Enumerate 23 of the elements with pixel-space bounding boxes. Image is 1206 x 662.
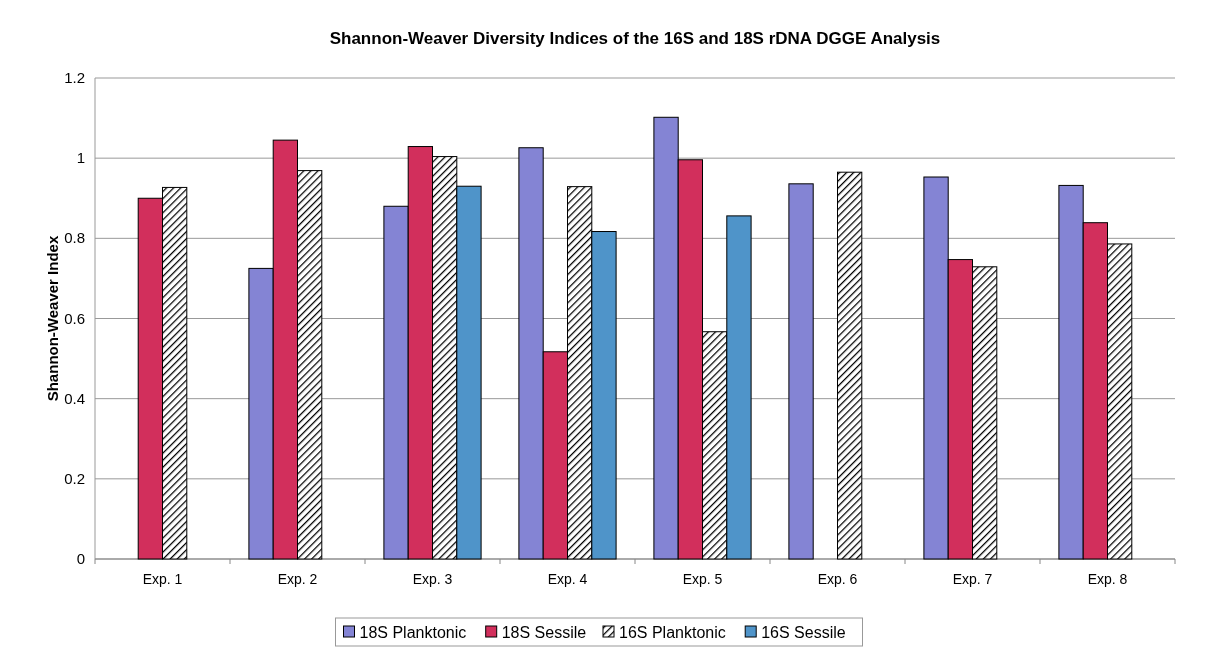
bar [788,183,814,560]
y-tick-label: 0.4 [64,389,85,407]
legend-label: 16S Sessile [761,624,846,641]
x-tick-label: Exp. 3 [412,571,453,587]
y-tick-label: 1.2 [64,69,85,86]
x-tick-label: Exp. 8 [1087,571,1128,587]
x-tick-label: Exp. 7 [952,571,993,587]
x-tick-label: Exp. 2 [277,571,318,587]
y-tick-label: 0.8 [64,229,85,247]
y-tick-label: 0 [76,550,85,567]
legend-label: 18S Planktonic [359,624,467,641]
legend-label: 18S Sessile [501,624,587,641]
chart-title: Shannon-Weaver Diversity Indices of the 16S and 18S rDNA DGGE Analysis [329,29,941,48]
y-tick-label: 0.2 [64,469,85,487]
bar [837,171,863,560]
x-tick-label: Exp. 4 [547,571,588,587]
x-tick-label: Exp. 5 [682,571,723,587]
x-tick-label: Exp. 1 [142,571,183,587]
y-axis-title: Shannon-Weaver Index [44,235,61,402]
x-tick-label: Exp. 6 [817,571,858,587]
legend-label: 16S Planktonic [619,624,726,641]
y-tick-label: 1 [76,149,85,167]
y-tick-label: 0.6 [64,309,85,327]
